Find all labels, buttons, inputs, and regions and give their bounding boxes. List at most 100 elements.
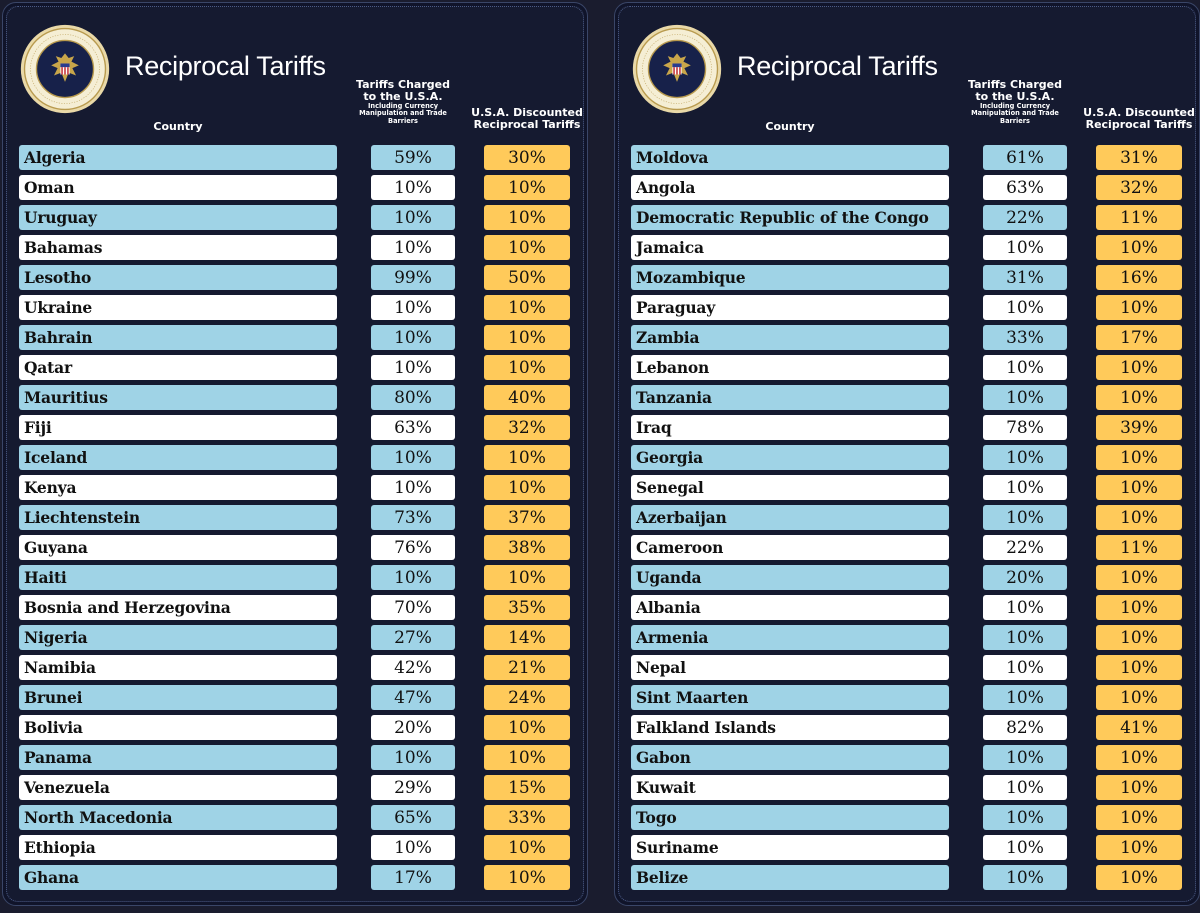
reciprocal-tariff-cell: 32% — [1096, 175, 1182, 200]
tariff-table-panel-right: Reciprocal Tariffs Country Tariffs Charg… — [614, 2, 1200, 906]
country-cell: Togo — [631, 805, 949, 830]
country-cell: Liechtenstein — [19, 505, 337, 530]
reciprocal-tariff-cell: 10% — [484, 355, 570, 380]
country-cell: Mozambique — [631, 265, 949, 290]
country-cell: Lebanon — [631, 355, 949, 380]
reciprocal-tariff-cell: 10% — [1096, 295, 1182, 320]
table-row: Sint Maarten 10% 10% — [631, 683, 1187, 713]
reciprocal-tariff-cell: 21% — [484, 655, 570, 680]
country-cell: Iceland — [19, 445, 337, 470]
table-row: Togo 10% 10% — [631, 803, 1187, 833]
tariff-charged-cell: 10% — [983, 835, 1067, 860]
presidential-seal-icon — [20, 24, 110, 114]
reciprocal-tariff-cell: 39% — [1096, 415, 1182, 440]
country-cell: Bahrain — [19, 325, 337, 350]
reciprocal-tariff-cell: 10% — [484, 565, 570, 590]
reciprocal-tariff-cell: 10% — [1096, 235, 1182, 260]
table-row: Venezuela 29% 15% — [19, 773, 575, 803]
table-row: Ghana 17% 10% — [19, 863, 575, 893]
reciprocal-tariff-cell: 10% — [1096, 745, 1182, 770]
table-row: Haiti 10% 10% — [19, 563, 575, 593]
tariff-charged-cell: 31% — [983, 265, 1067, 290]
tariff-charged-cell: 10% — [371, 295, 455, 320]
tariff-charged-cell: 22% — [983, 535, 1067, 560]
tariff-charged-cell: 22% — [983, 205, 1067, 230]
reciprocal-tariff-cell: 41% — [1096, 715, 1182, 740]
table-row: Georgia 10% 10% — [631, 443, 1187, 473]
table-row: Guyana 76% 38% — [19, 533, 575, 563]
tariff-charged-cell: 59% — [371, 145, 455, 170]
tariff-charged-cell: 10% — [371, 235, 455, 260]
country-cell: Ghana — [19, 865, 337, 890]
country-cell: Venezuela — [19, 775, 337, 800]
reciprocal-tariff-cell: 10% — [484, 715, 570, 740]
column-header-country: Country — [153, 120, 203, 133]
table-row: Qatar 10% 10% — [19, 353, 575, 383]
tariff-charged-cell: 10% — [371, 475, 455, 500]
tariff-charged-cell: 17% — [371, 865, 455, 890]
table-row: Moldova 61% 31% — [631, 143, 1187, 173]
country-cell: Senegal — [631, 475, 949, 500]
table-row: Azerbaijan 10% 10% — [631, 503, 1187, 533]
country-cell: Democratic Republic of the Congo — [631, 205, 949, 230]
reciprocal-tariff-cell: 10% — [484, 865, 570, 890]
reciprocal-tariff-cell: 10% — [484, 445, 570, 470]
table-row: Albania 10% 10% — [631, 593, 1187, 623]
tariff-charged-cell: 10% — [983, 805, 1067, 830]
column-header-tariffs-main: Tariffs Charged to the U.S.A. — [968, 78, 1062, 103]
tariff-charged-cell: 33% — [983, 325, 1067, 350]
table-row: Ukraine 10% 10% — [19, 293, 575, 323]
country-cell: Panama — [19, 745, 337, 770]
reciprocal-tariff-cell: 50% — [484, 265, 570, 290]
tariff-charged-cell: 63% — [371, 415, 455, 440]
tariff-charged-cell: 10% — [983, 655, 1067, 680]
tariff-charged-cell: 10% — [983, 745, 1067, 770]
tariff-charged-cell: 10% — [983, 475, 1067, 500]
tariff-charged-cell: 10% — [371, 355, 455, 380]
table-row: Senegal 10% 10% — [631, 473, 1187, 503]
country-cell: Nigeria — [19, 625, 337, 650]
reciprocal-tariff-cell: 31% — [1096, 145, 1182, 170]
country-cell: Oman — [19, 175, 337, 200]
country-cell: Azerbaijan — [631, 505, 949, 530]
tariff-charged-cell: 10% — [371, 835, 455, 860]
table-row: Suriname 10% 10% — [631, 833, 1187, 863]
tariff-charged-cell: 10% — [983, 595, 1067, 620]
tariff-charged-cell: 61% — [983, 145, 1067, 170]
reciprocal-tariff-cell: 10% — [484, 745, 570, 770]
table-row: Mozambique 31% 16% — [631, 263, 1187, 293]
country-cell: Cameroon — [631, 535, 949, 560]
tariff-charged-cell: 10% — [983, 235, 1067, 260]
country-cell: Namibia — [19, 655, 337, 680]
reciprocal-tariff-cell: 37% — [484, 505, 570, 530]
country-cell: Gabon — [631, 745, 949, 770]
country-cell: Qatar — [19, 355, 337, 380]
tariff-charged-cell: 10% — [983, 295, 1067, 320]
tariff-charged-cell: 10% — [371, 175, 455, 200]
table-row: North Macedonia 65% 33% — [19, 803, 575, 833]
tariff-charged-cell: 27% — [371, 625, 455, 650]
tariff-charged-cell: 10% — [983, 865, 1067, 890]
tariff-charged-cell: 10% — [371, 325, 455, 350]
reciprocal-tariff-cell: 11% — [1096, 535, 1182, 560]
country-cell: Fiji — [19, 415, 337, 440]
column-header-tariffs-charged: Tariffs Charged to the U.S.A. Including … — [960, 79, 1070, 125]
country-cell: Ethiopia — [19, 835, 337, 860]
tariff-charged-cell: 10% — [983, 355, 1067, 380]
table-row: Jamaica 10% 10% — [631, 233, 1187, 263]
tariff-charged-cell: 63% — [983, 175, 1067, 200]
country-cell: Tanzania — [631, 385, 949, 410]
tariff-charged-cell: 29% — [371, 775, 455, 800]
country-cell: Uruguay — [19, 205, 337, 230]
tariff-charged-cell: 70% — [371, 595, 455, 620]
country-cell: Albania — [631, 595, 949, 620]
column-header-tariffs-main: Tariffs Charged to the U.S.A. — [356, 78, 450, 103]
table-row: Nigeria 27% 14% — [19, 623, 575, 653]
column-header-country: Country — [765, 120, 815, 133]
table-row: Belize 10% 10% — [631, 863, 1187, 893]
country-cell: Uganda — [631, 565, 949, 590]
table-body-left: Algeria 59% 30% Oman 10% 10% Uruguay 10% 10% Baha… — [19, 143, 575, 893]
table-row: Zambia 33% 17% — [631, 323, 1187, 353]
country-cell: Mauritius — [19, 385, 337, 410]
tariff-charged-cell: 10% — [983, 625, 1067, 650]
